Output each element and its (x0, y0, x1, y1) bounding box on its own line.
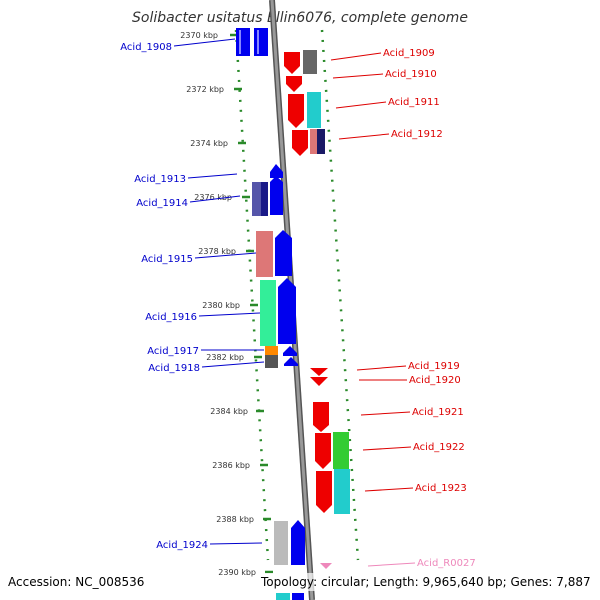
gene-feature[interactable] (275, 230, 292, 276)
accession-text: Accession: NC_008536 (8, 575, 144, 589)
tick-label: 2378 kbp (198, 247, 236, 256)
gene-label[interactable]: Acid_1923 (415, 483, 467, 494)
gene-feature[interactable] (313, 402, 329, 432)
gene-feature[interactable] (256, 231, 273, 277)
gene-label[interactable]: Acid_1910 (385, 69, 437, 80)
gene-label[interactable]: Acid_1918 (148, 363, 200, 374)
tick-label: 2388 kbp (216, 515, 254, 524)
gene-label[interactable]: Acid_1912 (391, 129, 443, 140)
gene-feature[interactable] (333, 432, 349, 469)
gene-feature[interactable] (261, 182, 268, 216)
gene-feature[interactable] (270, 176, 283, 215)
tick-label: 2376 kbp (194, 193, 232, 202)
gene-feature[interactable] (252, 182, 261, 216)
gene-feature[interactable] (307, 92, 321, 128)
gene-feature[interactable] (317, 129, 325, 154)
gene-label[interactable]: Acid_1913 (134, 174, 186, 185)
gene-label[interactable]: Acid_1914 (136, 198, 188, 209)
rna-label[interactable]: Acid_R0027 (417, 558, 476, 569)
gene-feature[interactable] (310, 368, 328, 376)
gene-feature[interactable] (316, 471, 332, 513)
gene-feature[interactable] (291, 520, 305, 565)
scale-ticks: 2370 kbp 2372 kbp 2374 kbp 2376 kbp 2378… (180, 31, 273, 577)
right-gene-labels: Acid_1909 Acid_1910 Acid_1911 Acid_1912 … (330, 48, 476, 569)
tick-label: 2386 kbp (212, 461, 250, 470)
gene-feature[interactable] (274, 521, 288, 565)
gene-feature[interactable] (284, 357, 298, 366)
gene-label[interactable]: Acid_1908 (120, 42, 172, 53)
gene-feature[interactable] (270, 164, 283, 178)
gene-feature[interactable] (334, 469, 350, 514)
gene-label[interactable]: Acid_1917 (147, 346, 199, 357)
right-track-features (284, 50, 350, 569)
gene-label[interactable]: Acid_1922 (413, 442, 465, 453)
gene-label[interactable]: Acid_1921 (412, 407, 464, 418)
map-title: Solibacter usitatus Ellin6076, complete … (132, 10, 468, 26)
gene-label[interactable]: Acid_1915 (141, 254, 193, 265)
gene-feature[interactable] (254, 28, 268, 56)
gene-feature[interactable] (303, 50, 317, 74)
tick-label: 2372 kbp (186, 85, 224, 94)
gene-feature[interactable] (310, 377, 328, 386)
gene-label[interactable]: Acid_1920 (409, 375, 461, 386)
gene-label[interactable]: Acid_1919 (408, 361, 460, 372)
gene-feature[interactable] (292, 130, 308, 156)
gene-label[interactable]: Acid_1911 (388, 97, 440, 108)
gene-feature[interactable] (288, 94, 304, 128)
gene-feature[interactable] (265, 355, 278, 368)
tick-label: 2382 kbp (206, 353, 244, 362)
gene-label[interactable]: Acid_1924 (156, 540, 208, 551)
gene-feature[interactable] (278, 278, 296, 344)
gene-feature[interactable] (236, 28, 250, 56)
gene-feature[interactable] (284, 52, 300, 74)
tick-label: 2374 kbp (190, 139, 228, 148)
gene-label[interactable]: Acid_1916 (145, 312, 197, 323)
topology-text: Topology: circular; Length: 9,965,640 bp… (260, 575, 591, 589)
tick-label: 2390 kbp (218, 568, 256, 577)
tick-label: 2370 kbp (180, 31, 218, 40)
gene-feature[interactable] (265, 346, 278, 355)
gene-label[interactable]: Acid_1909 (383, 48, 435, 59)
tick-label: 2384 kbp (210, 407, 248, 416)
gene-feature[interactable] (283, 346, 297, 356)
left-gene-labels: Acid_1908 Acid_1913 Acid_1914 Acid_1915 … (120, 38, 265, 551)
left-track-features (236, 28, 305, 600)
rna-feature[interactable] (320, 563, 332, 569)
tick-label: 2380 kbp (202, 301, 240, 310)
gene-feature[interactable] (260, 280, 276, 346)
gene-feature[interactable] (286, 76, 302, 92)
gene-feature[interactable] (315, 433, 331, 469)
gene-feature[interactable] (310, 129, 317, 154)
